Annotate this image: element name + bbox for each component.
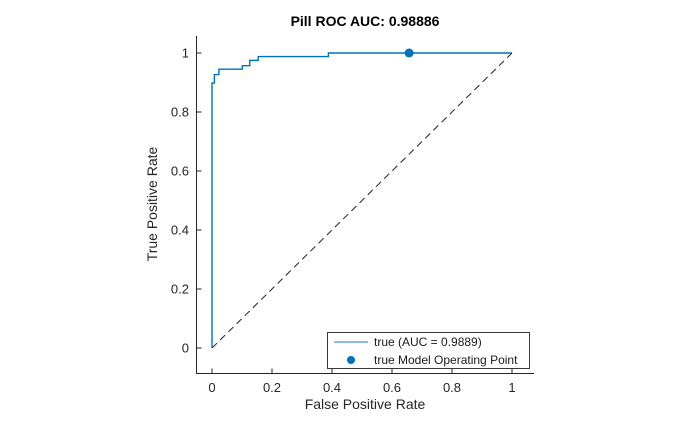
y-tick-label: 0.8 <box>171 105 189 120</box>
y-tick-label: 0.6 <box>171 164 189 179</box>
roc-curve-path <box>211 52 512 348</box>
x-axis-label: False Positive Rate <box>304 396 426 412</box>
model-operating-point-marker <box>404 48 414 58</box>
x-tick-label: 0.8 <box>443 380 461 395</box>
x-tick-label: 0.6 <box>383 380 401 395</box>
y-tick-label: 0.2 <box>171 282 189 297</box>
roc-line-swatch-icon <box>334 341 368 343</box>
x-tick-label: 0.2 <box>263 380 281 395</box>
y-tick-label: 0.4 <box>171 223 189 238</box>
chance-diagonal-line <box>211 52 513 349</box>
x-tick-label: 1 <box>508 380 515 395</box>
chart-title: Pill ROC AUC: 0.98886 <box>290 13 440 29</box>
legend-label-operating-point: true Model Operating Point <box>374 353 518 367</box>
x-tick-label: 0 <box>208 380 215 395</box>
y-tick-label: 1 <box>182 46 189 61</box>
operating-point-dot-icon <box>347 356 355 364</box>
y-tick-label: 0 <box>182 341 189 356</box>
legend-box: true (AUC = 0.9889) true Model Operating… <box>327 332 530 369</box>
legend-line-sample <box>328 341 374 343</box>
legend-row-roc-curve: true (AUC = 0.9889) <box>328 333 529 351</box>
legend-row-operating-point: true Model Operating Point <box>328 351 529 369</box>
legend-label-roc-curve: true (AUC = 0.9889) <box>374 335 482 349</box>
legend-dot-sample <box>328 356 374 364</box>
x-tick-label: 0.4 <box>323 380 341 395</box>
y-axis-label: True Positive Rate <box>144 146 160 262</box>
